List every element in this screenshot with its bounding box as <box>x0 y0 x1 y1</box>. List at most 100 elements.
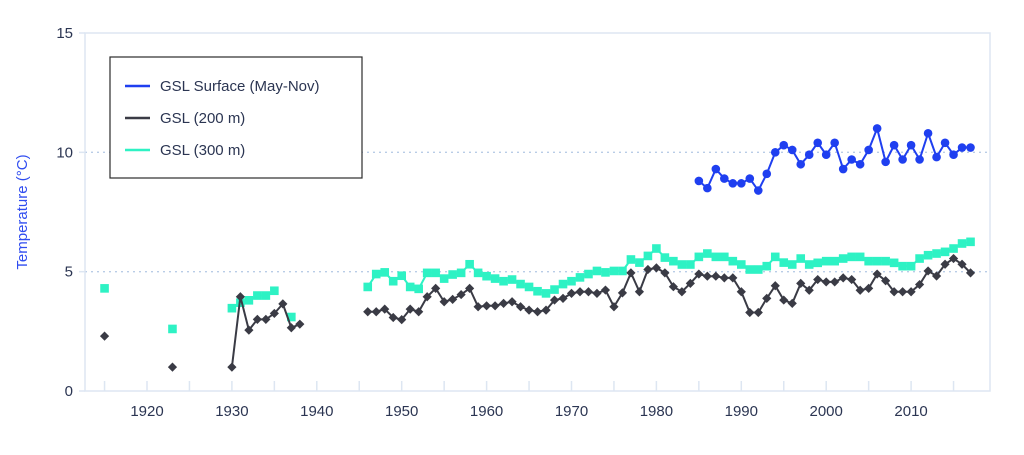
data-point <box>465 259 474 269</box>
data-point <box>244 325 254 335</box>
data-point <box>168 324 177 334</box>
data-point <box>923 250 933 260</box>
data-point <box>864 256 873 266</box>
data-point <box>770 281 780 291</box>
data-point <box>881 256 890 266</box>
data-point <box>830 277 840 287</box>
data-point <box>515 302 526 312</box>
data-point <box>405 304 415 314</box>
data-point <box>482 271 491 281</box>
data-point <box>278 299 288 309</box>
data-point <box>371 269 381 279</box>
data-point <box>745 265 755 274</box>
data-point <box>677 260 687 269</box>
data-point <box>966 237 975 247</box>
data-point <box>889 287 899 297</box>
data-point <box>660 268 670 278</box>
data-point <box>711 252 721 262</box>
x-tick-label: 2000 <box>810 403 843 420</box>
data-point <box>456 289 466 300</box>
data-point <box>720 174 729 183</box>
data-point <box>363 307 373 317</box>
data-point <box>422 292 432 302</box>
data-point <box>634 287 645 297</box>
data-point <box>855 159 865 169</box>
data-point <box>388 276 398 286</box>
data-point <box>889 258 899 268</box>
y-tick-label: 5 <box>65 264 73 281</box>
data-point <box>533 286 542 296</box>
legend-box <box>109 56 363 179</box>
data-point <box>711 164 721 174</box>
series-gsl-surface-may-nov- <box>694 124 975 195</box>
data-point <box>677 287 687 297</box>
y-tick-label: 0 <box>65 383 73 400</box>
data-point <box>872 269 882 279</box>
data-point <box>804 150 814 160</box>
data-point <box>965 268 976 278</box>
data-point <box>269 308 279 319</box>
data-point <box>524 305 534 315</box>
data-point <box>753 186 763 195</box>
data-point <box>838 164 848 174</box>
data-point <box>532 307 543 317</box>
data-point <box>541 289 551 298</box>
data-point <box>813 274 823 285</box>
series-line <box>367 257 972 321</box>
data-point <box>100 284 109 293</box>
data-point <box>652 244 661 253</box>
data-point <box>618 266 627 276</box>
data-point <box>753 307 763 318</box>
data-point <box>948 253 959 264</box>
data-point <box>898 261 907 271</box>
data-point <box>779 140 789 150</box>
x-tick-label: 1930 <box>215 403 248 420</box>
data-point <box>957 143 967 152</box>
data-point <box>779 258 789 267</box>
y-tick-label: 15 <box>56 25 73 42</box>
data-point <box>787 260 797 269</box>
data-point <box>524 282 534 292</box>
data-point <box>685 278 695 288</box>
data-point <box>167 362 178 372</box>
data-point <box>558 279 568 289</box>
data-point <box>821 277 831 287</box>
data-point <box>966 143 975 152</box>
x-tick-label: 2010 <box>894 403 927 420</box>
data-point <box>584 269 593 279</box>
data-point <box>881 276 891 286</box>
data-point <box>643 264 653 275</box>
data-point <box>745 307 755 318</box>
data-point <box>456 268 466 278</box>
data-point <box>770 148 780 157</box>
data-point <box>99 331 110 341</box>
data-point <box>737 260 746 269</box>
data-point <box>898 287 908 297</box>
data-point <box>914 279 925 290</box>
data-point <box>414 307 424 317</box>
data-point <box>728 179 738 188</box>
series-line <box>366 240 971 295</box>
x-tick-label: 1990 <box>725 403 758 420</box>
data-point <box>906 140 916 150</box>
x-tick-label: 1920 <box>130 403 163 420</box>
x-tick-label: 1970 <box>555 403 588 420</box>
data-point <box>397 315 407 325</box>
data-point <box>906 287 916 297</box>
data-point <box>957 239 967 248</box>
data-point <box>270 286 279 296</box>
data-point <box>898 155 907 164</box>
x-tick-label: 1960 <box>470 403 503 420</box>
data-point <box>949 150 958 160</box>
data-point <box>431 268 440 278</box>
data-point <box>465 283 475 293</box>
data-point <box>609 266 619 276</box>
data-point <box>940 247 950 257</box>
data-point <box>932 249 941 258</box>
data-point <box>847 252 856 262</box>
data-point <box>889 140 899 150</box>
data-point <box>244 296 254 305</box>
data-point <box>813 138 823 148</box>
data-point <box>694 176 704 186</box>
data-point <box>872 124 882 133</box>
